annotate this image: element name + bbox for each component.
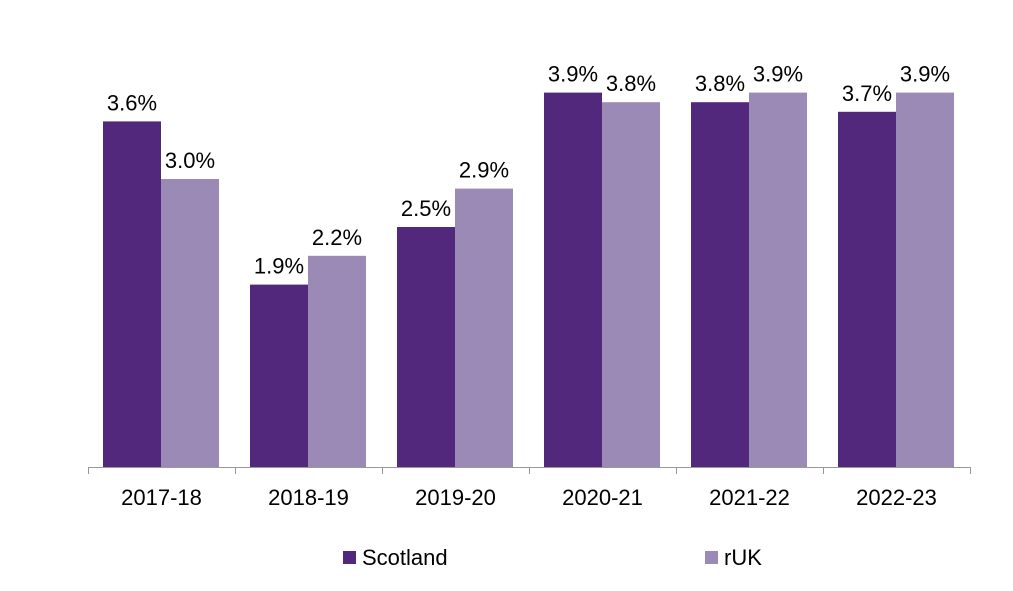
data-label-scotland-2019-20: 2.5% xyxy=(401,196,451,221)
data-label-scotland-2017-18: 3.6% xyxy=(107,90,157,115)
legend-swatch-scotland xyxy=(343,551,356,564)
bar-ruk-2021-22 xyxy=(749,92,807,467)
bar-scotland-2021-22 xyxy=(691,102,749,467)
data-label-scotland-2021-22: 3.8% xyxy=(695,71,745,96)
x-tick-label-2017-18: 2017-18 xyxy=(121,485,202,510)
data-label-scotland-2020-21: 3.9% xyxy=(548,62,598,87)
data-label-ruk-2017-18: 3.0% xyxy=(165,148,215,173)
data-label-ruk-2022-23: 3.9% xyxy=(900,62,950,87)
data-label-scotland-2018-19: 1.9% xyxy=(254,254,304,279)
legend: Scotland rUK xyxy=(343,545,762,570)
data-labels-layer: 3.6% 3.0% 1.9% 2.2% 2.5% 2.9% 3.9% 3.8% 3.8% 3.9%… xyxy=(107,62,950,279)
bar-ruk-2019-20 xyxy=(455,188,513,467)
x-tick-label-2020-21: 2020-21 xyxy=(562,485,643,510)
bar-scotland-2017-18 xyxy=(103,121,161,468)
x-tick-label-2021-22: 2021-22 xyxy=(709,485,790,510)
legend-swatch-ruk xyxy=(705,551,718,564)
legend-label-scotland: Scotland xyxy=(362,545,448,570)
bar-ruk-2018-19 xyxy=(308,255,366,467)
data-label-ruk-2020-21: 3.8% xyxy=(606,71,656,96)
bars-layer xyxy=(103,92,954,468)
x-axis xyxy=(88,467,971,474)
bar-scotland-2022-23 xyxy=(838,111,896,468)
bar-ruk-2017-18 xyxy=(161,179,219,467)
data-label-scotland-2022-23: 3.7% xyxy=(842,81,892,106)
data-label-ruk-2019-20: 2.9% xyxy=(459,158,509,183)
bar-ruk-2020-21 xyxy=(602,102,660,467)
x-tick-labels: 2017-18 2018-19 2019-20 2020-21 2021-22 2022-… xyxy=(121,485,937,510)
bar-scotland-2018-19 xyxy=(250,284,308,467)
data-label-ruk-2018-19: 2.2% xyxy=(312,225,362,250)
x-tick-label-2019-20: 2019-20 xyxy=(415,485,496,510)
x-tick-label-2018-19: 2018-19 xyxy=(268,485,349,510)
bar-ruk-2022-23 xyxy=(896,92,954,467)
bar-scotland-2020-21 xyxy=(544,92,602,467)
legend-label-ruk: rUK xyxy=(724,545,762,570)
bar-scotland-2019-20 xyxy=(397,227,455,467)
data-label-ruk-2021-22: 3.9% xyxy=(753,62,803,87)
x-tick-label-2022-23: 2022-23 xyxy=(856,485,937,510)
